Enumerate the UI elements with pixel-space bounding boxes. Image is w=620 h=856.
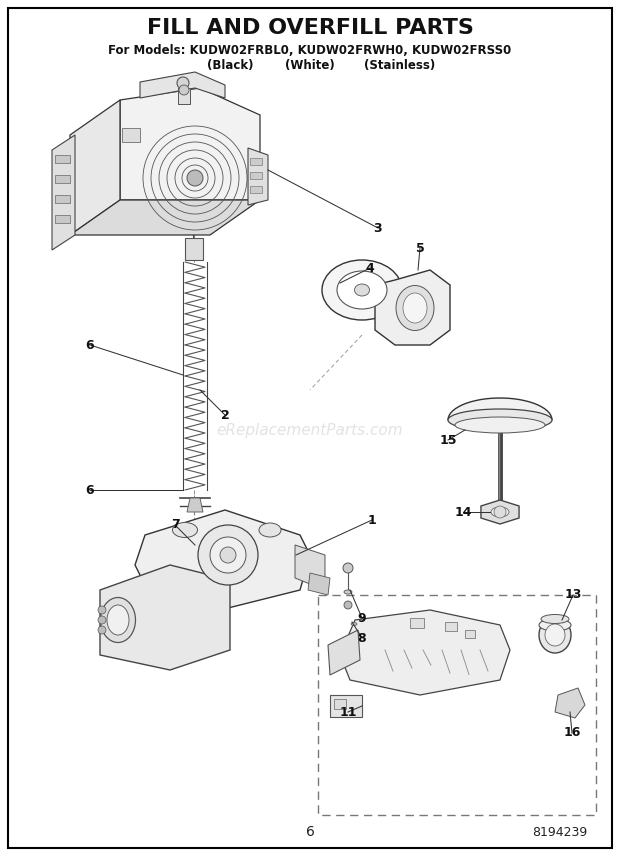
Text: (Black): (Black) [206, 58, 253, 72]
Bar [334, 699, 346, 709]
Bar [55, 175, 70, 183]
Text: (White): (White) [285, 58, 335, 72]
Text: 3: 3 [374, 222, 383, 235]
Polygon shape [187, 498, 203, 512]
Polygon shape [481, 500, 519, 524]
Text: 15: 15 [439, 433, 457, 447]
Circle shape [98, 606, 106, 614]
Ellipse shape [545, 624, 565, 646]
Text: 14: 14 [454, 506, 472, 519]
Polygon shape [555, 688, 585, 718]
Ellipse shape [355, 284, 370, 296]
Ellipse shape [344, 590, 352, 594]
Text: 6: 6 [86, 338, 94, 352]
Ellipse shape [455, 417, 545, 433]
Circle shape [210, 537, 246, 573]
Text: 7: 7 [170, 519, 179, 532]
Ellipse shape [100, 597, 136, 643]
Circle shape [98, 616, 106, 624]
Text: FILL AND OVERFILL PARTS: FILL AND OVERFILL PARTS [146, 18, 474, 38]
Ellipse shape [539, 619, 571, 631]
Text: For Models: KUDW02FRBL0, KUDW02FRWH0, KUDW02FRSS0: For Models: KUDW02FRBL0, KUDW02FRWH0, KU… [108, 44, 511, 56]
Polygon shape [328, 630, 360, 675]
Circle shape [343, 563, 353, 573]
Ellipse shape [172, 522, 198, 538]
Ellipse shape [491, 507, 509, 517]
Polygon shape [448, 398, 552, 420]
Bar [410, 618, 424, 628]
Ellipse shape [403, 293, 427, 323]
Text: 1: 1 [368, 514, 376, 526]
Polygon shape [120, 88, 260, 200]
Polygon shape [70, 100, 120, 235]
Text: (Stainless): (Stainless) [365, 58, 436, 72]
Ellipse shape [322, 260, 402, 320]
Bar [250, 158, 262, 165]
Bar [55, 195, 70, 203]
Text: 8: 8 [358, 632, 366, 645]
Text: 2: 2 [221, 408, 229, 421]
Polygon shape [100, 565, 230, 670]
Polygon shape [375, 270, 450, 345]
Ellipse shape [259, 523, 281, 537]
Polygon shape [295, 545, 325, 590]
Polygon shape [308, 573, 330, 595]
Bar [122, 128, 140, 142]
Bar [465, 630, 475, 638]
Circle shape [179, 85, 189, 95]
Ellipse shape [448, 409, 552, 431]
Text: 13: 13 [564, 589, 582, 602]
Text: 16: 16 [564, 727, 581, 740]
Polygon shape [140, 72, 225, 98]
Text: 6: 6 [86, 484, 94, 496]
Circle shape [187, 170, 203, 186]
Ellipse shape [351, 622, 357, 626]
Bar [178, 88, 190, 104]
Bar [250, 186, 262, 193]
Ellipse shape [107, 605, 129, 635]
Ellipse shape [539, 617, 571, 653]
Circle shape [344, 601, 352, 609]
Polygon shape [340, 610, 510, 695]
Circle shape [98, 626, 106, 634]
Text: 8194239: 8194239 [533, 825, 588, 839]
Polygon shape [52, 135, 75, 250]
Text: eReplacementParts.com: eReplacementParts.com [216, 423, 404, 437]
Circle shape [494, 506, 506, 518]
Text: 6: 6 [306, 825, 314, 839]
Bar [250, 172, 262, 179]
Polygon shape [70, 200, 260, 235]
Bar [330, 695, 362, 717]
Circle shape [177, 77, 189, 89]
Text: 5: 5 [415, 241, 424, 254]
Ellipse shape [337, 271, 387, 309]
Polygon shape [248, 148, 268, 205]
Bar [55, 215, 70, 223]
Bar [445, 622, 457, 631]
Text: 4: 4 [366, 261, 374, 275]
Text: 11: 11 [339, 705, 356, 718]
Bar [185, 238, 203, 260]
Circle shape [220, 547, 236, 563]
Circle shape [198, 525, 258, 585]
Bar [318, 595, 596, 815]
Ellipse shape [396, 286, 434, 330]
Bar [55, 155, 70, 163]
Ellipse shape [541, 615, 569, 623]
Text: 9: 9 [358, 611, 366, 625]
Polygon shape [135, 510, 310, 610]
